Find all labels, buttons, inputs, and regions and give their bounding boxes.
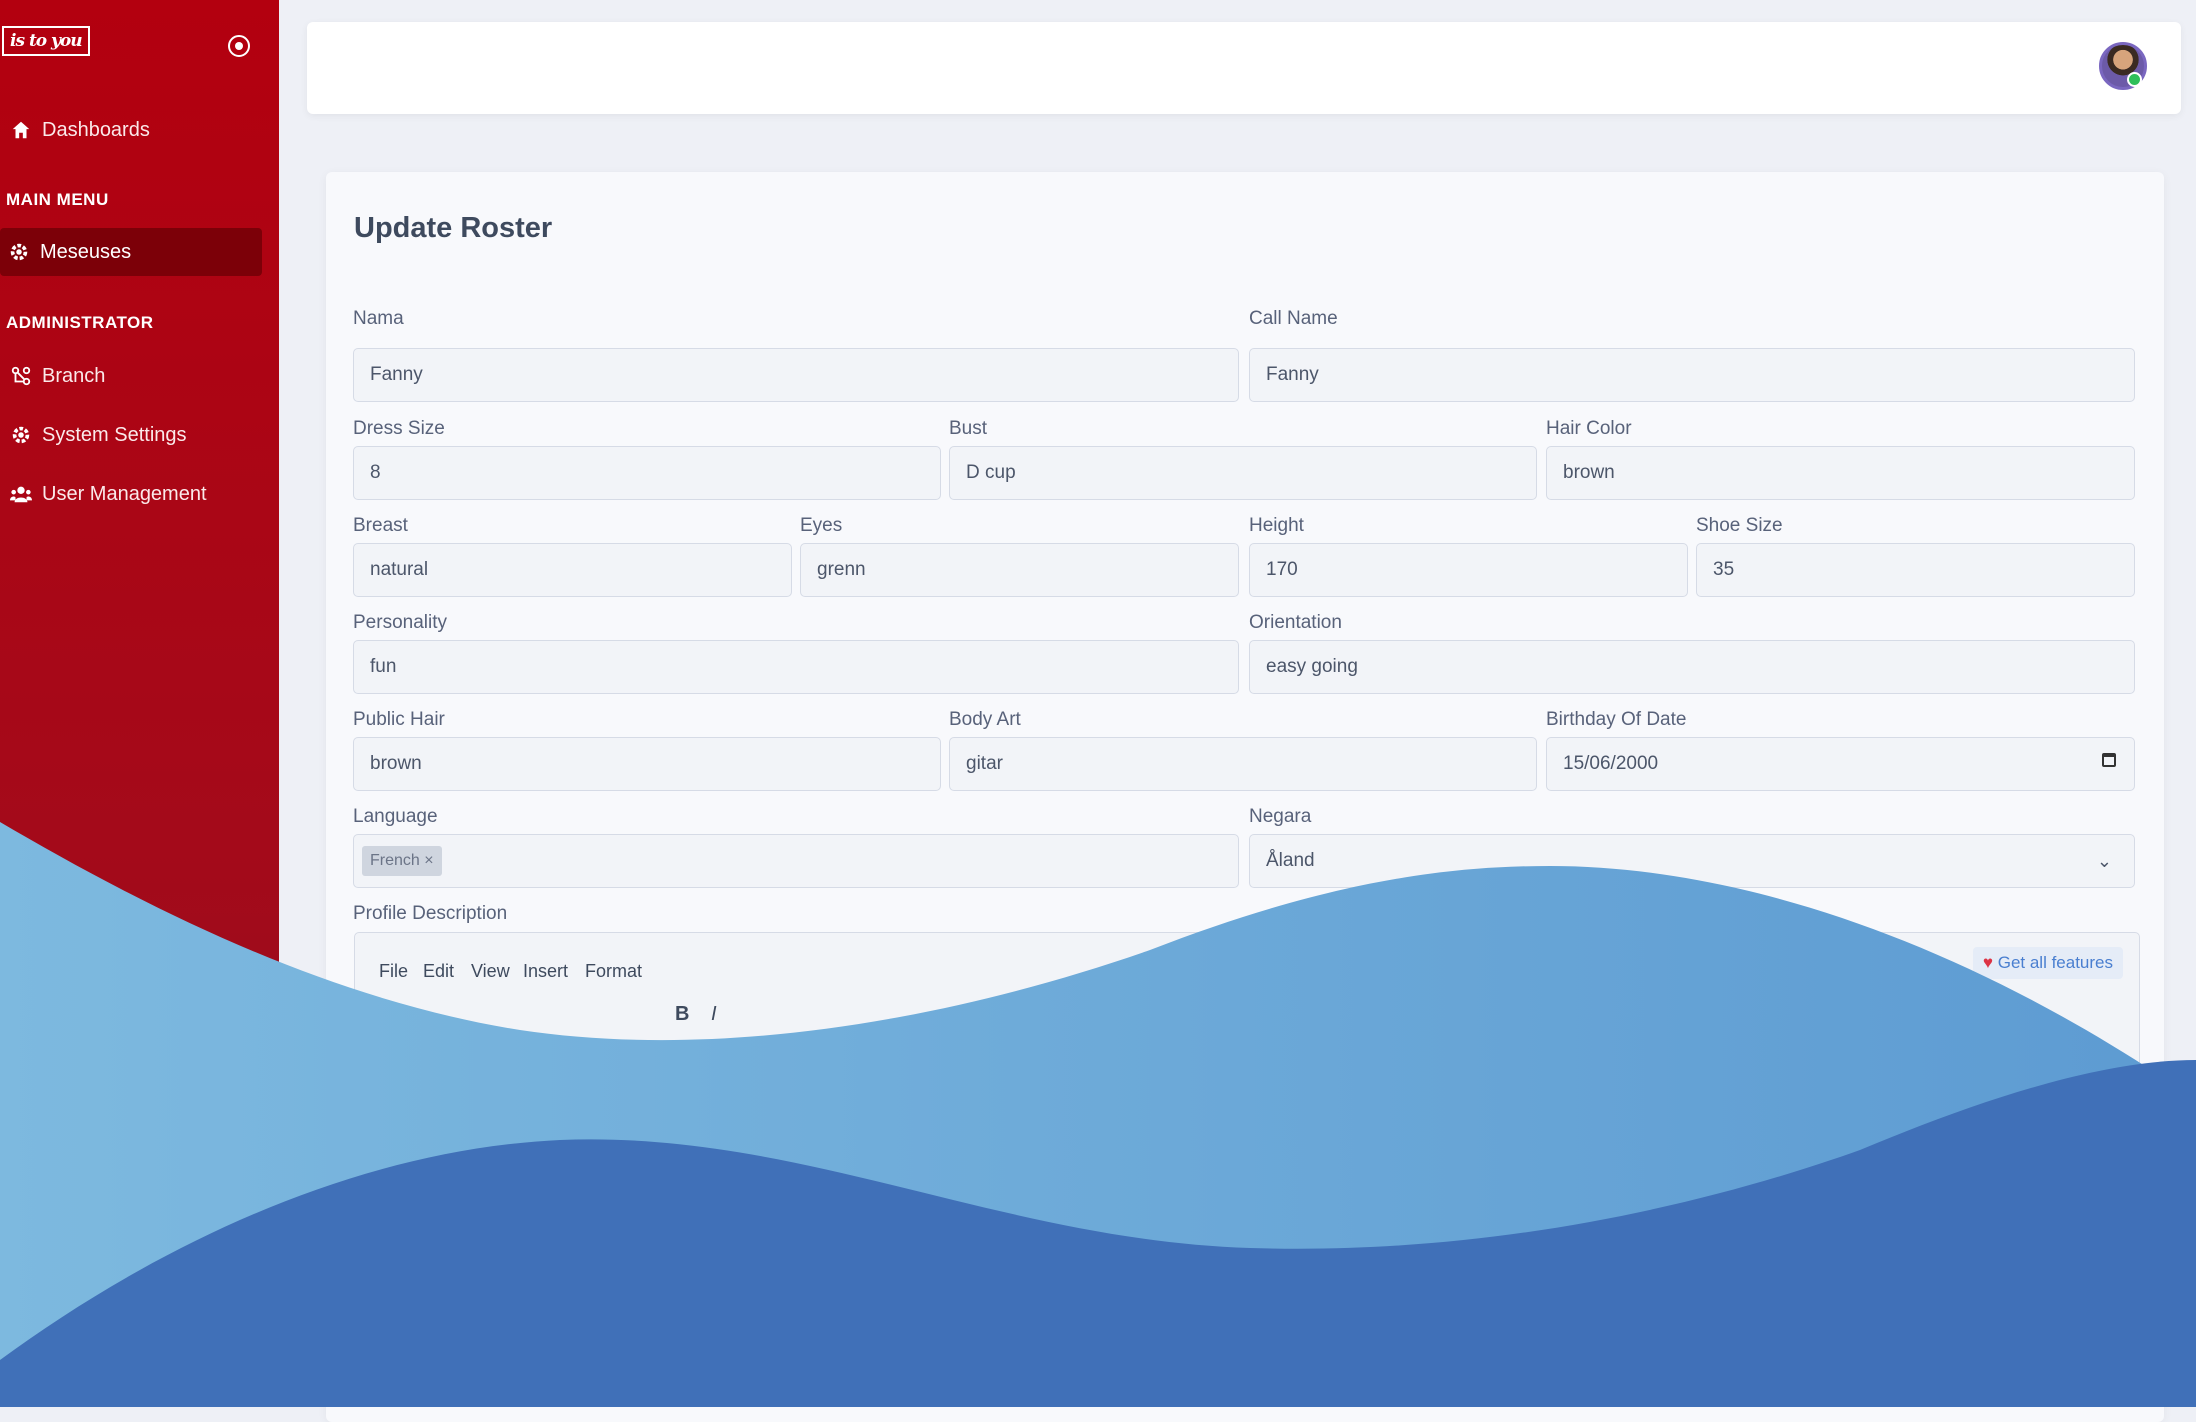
close-icon[interactable]: × <box>424 852 434 869</box>
sidebar-item-branch[interactable]: Branch <box>6 352 109 400</box>
rich-text-editor[interactable]: File Edit View Insert Format ♥ Get all f… <box>354 932 2140 1234</box>
language-label: Language <box>353 806 438 827</box>
sidebar-item-label: System Settings <box>42 423 187 446</box>
hair-color-label: Hair Color <box>1546 418 1632 439</box>
bust-label: Bust <box>949 418 988 439</box>
shoe-size-label: Shoe Size <box>1696 515 1783 536</box>
personality-label: Personality <box>353 612 447 633</box>
features-label: Get all features <box>1997 953 2113 972</box>
public-hair-label: Public Hair <box>353 709 445 730</box>
page-title: Update Roster <box>354 212 553 244</box>
sidebar-item-dashboards[interactable]: Dashboards <box>6 106 154 154</box>
eyes-input[interactable]: grenn <box>800 543 1239 597</box>
user-avatar[interactable] <box>2099 42 2147 90</box>
breast-label: Breast <box>353 515 408 536</box>
dress-size-input[interactable]: 8 <box>353 446 941 500</box>
negara-value: Åland <box>1266 850 1315 871</box>
nama-label: Nama <box>353 308 404 329</box>
sidebar-item-system-settings[interactable]: System Settings <box>6 411 191 459</box>
logo-text: is to you <box>2 26 90 56</box>
language-chip[interactable]: French × <box>362 846 442 876</box>
personality-input[interactable]: fun <box>353 640 1239 694</box>
birthday-input[interactable]: 15/06/2000 <box>1546 737 2135 791</box>
gift-icon: ♥ <box>1982 953 1993 972</box>
menu-insert[interactable]: Insert <box>523 961 569 981</box>
section-title-main-menu: MAIN MENU <box>6 190 109 209</box>
hair-color-input[interactable]: brown <box>1546 446 2135 500</box>
public-hair-input[interactable]: brown <box>353 737 941 791</box>
bold-button[interactable]: B <box>675 1003 690 1025</box>
sidebar-item-label: Branch <box>42 364 106 387</box>
negara-select[interactable]: Åland ⌄ <box>1249 834 2135 888</box>
top-navbar <box>307 22 2181 114</box>
sidebar-item-meseuses[interactable]: Meseuses <box>0 228 262 276</box>
section-title-administrator: ADMINISTRATOR <box>6 313 154 332</box>
profile-description-label: Profile Description <box>353 903 508 924</box>
bust-input[interactable]: D cup <box>949 446 1537 500</box>
call-name-input[interactable]: Fanny <box>1249 348 2135 402</box>
sidebar: is to you Dashboards MAIN MENU Meseuses … <box>0 0 279 1407</box>
dress-size-label: Dress Size <box>353 418 445 439</box>
orientation-label: Orientation <box>1249 612 1342 633</box>
height-input[interactable]: 170 <box>1249 543 1688 597</box>
chevron-down-icon: ⌄ <box>2096 851 2112 871</box>
eyes-label: Eyes <box>800 515 843 536</box>
online-status-indicator <box>2127 72 2142 87</box>
sidebar-item-label: User Management <box>42 482 207 505</box>
menu-edit[interactable]: Edit <box>423 961 455 981</box>
sidebar-item-label: Dashboards <box>42 118 150 141</box>
birthday-value: 15/06/2000 <box>1563 753 1659 774</box>
breast-input[interactable]: natural <box>353 543 792 597</box>
negara-label: Negara <box>1249 806 1312 827</box>
users-icon <box>10 486 32 503</box>
home-icon <box>12 121 30 139</box>
body-art-input[interactable]: gitar <box>949 737 1537 791</box>
body-art-label: Body Art <box>949 709 1021 730</box>
chip-label: French <box>370 852 420 869</box>
calendar-icon[interactable] <box>2102 753 2116 767</box>
call-name-label: Call Name <box>1249 308 1338 329</box>
shoe-size-input[interactable]: 35 <box>1696 543 2135 597</box>
language-multiselect[interactable]: French × <box>353 834 1239 888</box>
gear-icon <box>10 243 28 261</box>
gear-icon <box>12 426 30 444</box>
branch-icon <box>11 366 31 386</box>
birthday-label: Birthday Of Date <box>1546 709 1687 730</box>
get-all-features-button[interactable]: ♥ Get all features <box>1972 947 2123 979</box>
sidebar-toggle-button[interactable] <box>228 35 250 57</box>
orientation-input[interactable]: easy going <box>1249 640 2135 694</box>
menu-file[interactable]: File <box>379 961 409 981</box>
update-roster-card: Update Roster Nama Fanny Call Name Fanny… <box>326 172 2164 1422</box>
sidebar-item-user-management[interactable]: User Management <box>6 470 211 518</box>
menu-view[interactable]: View <box>471 961 510 981</box>
sidebar-item-label: Meseuses <box>40 240 132 263</box>
nama-input[interactable]: Fanny <box>353 348 1239 402</box>
height-label: Height <box>1249 515 1304 536</box>
menu-format[interactable]: Format <box>585 961 643 981</box>
italic-button[interactable]: I <box>711 1003 717 1025</box>
brand-logo[interactable]: is to you <box>2 26 90 56</box>
